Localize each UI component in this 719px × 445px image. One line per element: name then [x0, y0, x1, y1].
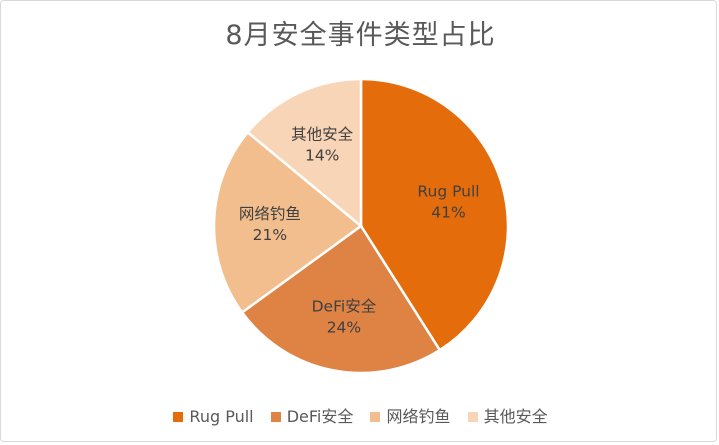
slice-percent-label: 24% [327, 319, 361, 337]
legend-swatch [467, 412, 478, 422]
pie-slice-3 [245, 77, 363, 229]
legend-item-other: 其他安全 [467, 403, 548, 427]
slice-percent-label: 21% [253, 226, 287, 244]
legend-label: DeFi安全 [286, 407, 354, 426]
slice-category-label: 网络钓鱼 [239, 205, 301, 223]
slice-percent-label: 41% [431, 204, 465, 222]
legend-item-phishing: 网络钓鱼 [370, 403, 450, 427]
legend-item-rug-pull: Rug Pull [173, 407, 254, 426]
legend-label: 网络钓鱼 [386, 407, 451, 426]
legend-swatch [270, 412, 281, 422]
slice-category-label: Rug Pull [417, 183, 479, 201]
slice-category-label: 其他安全 [291, 126, 354, 144]
chart-title: 8月安全事件类型占比 [225, 20, 496, 51]
legend-label: Rug Pull [189, 407, 254, 426]
legend-label: 其他安全 [483, 407, 548, 426]
pie-slice-1 [240, 224, 442, 375]
pie-slice-2 [212, 130, 364, 315]
slice-category-label: DeFi安全 [312, 298, 377, 316]
legend-swatch [173, 412, 184, 422]
slice-percent-label: 14% [305, 147, 339, 165]
legend-swatch [370, 412, 381, 422]
legend: Rug Pull DeFi安全 网络钓鱼 其他安全 [1, 403, 719, 427]
legend-item-defi: DeFi安全 [270, 403, 354, 427]
